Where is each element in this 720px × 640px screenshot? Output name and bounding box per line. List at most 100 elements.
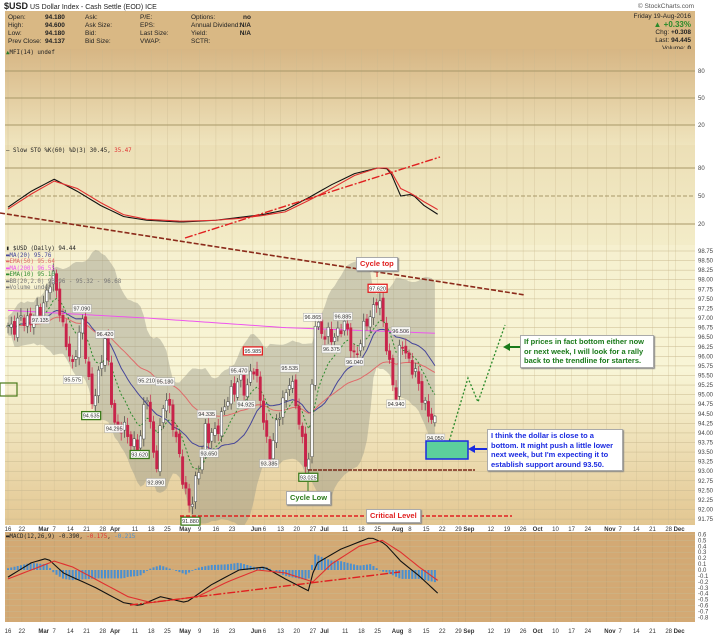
x-axis-tick-label: 22	[439, 527, 446, 533]
price-plot	[6, 249, 437, 525]
x-axis-month-label: Nov	[604, 527, 616, 533]
hist-value: -0.215	[114, 534, 136, 540]
candle-up	[368, 316, 372, 328]
critical-level-label: Critical Level	[366, 509, 421, 523]
price-label-box	[298, 472, 319, 482]
macd-histogram-bar	[291, 570, 294, 578]
x-axis-tick-label: 8	[408, 629, 412, 635]
x-axis-tick-label: 23	[229, 527, 236, 533]
price-label: 93.620	[131, 452, 148, 458]
price-label-box	[280, 363, 300, 373]
price-label-box	[30, 315, 51, 325]
macd-histogram-bar	[372, 565, 375, 570]
candle-down	[388, 350, 392, 360]
price-label-box	[196, 409, 217, 419]
price-label: 97.090	[74, 307, 91, 313]
macd-histogram-bar	[420, 570, 423, 580]
candle-down	[181, 456, 185, 485]
candle-down	[216, 425, 220, 434]
macd-histogram-bar	[201, 566, 204, 570]
price-label: 95.985	[244, 349, 261, 355]
macd-histogram-bar	[13, 566, 16, 570]
price-label: 94.635	[83, 414, 100, 420]
macd-histogram-bar	[36, 563, 39, 570]
macd-histogram-bar	[61, 570, 64, 579]
candle-up	[278, 417, 282, 420]
x-axis-tick-label: 22	[19, 629, 26, 635]
x-axis-tick-label: 12	[487, 629, 494, 635]
macd-histogram-bar	[404, 570, 407, 579]
macd-axis-label: 0.2	[698, 556, 707, 562]
macd-histogram-bar	[19, 565, 22, 570]
candle-down	[430, 413, 434, 420]
field-label: Ask Size:	[85, 22, 113, 29]
macd-histogram-bar	[42, 564, 45, 570]
field-label: Yield:	[191, 30, 208, 37]
price-label: 93.385	[261, 461, 278, 467]
price-axis-label: 94.75	[698, 402, 714, 408]
legend-item: ▬Volume undef	[6, 285, 121, 292]
x-axis-tick-label: 28	[665, 629, 672, 635]
x-axis-tick-label: 9	[198, 629, 202, 635]
candle-down	[61, 314, 65, 323]
price-label: 96.040	[346, 360, 363, 366]
macd-histogram-bar	[107, 570, 110, 579]
macd-axis-label: 0.1	[698, 562, 707, 568]
x-axis-tick-label: 14	[67, 527, 74, 533]
candle-up	[145, 400, 149, 403]
macd-axis-label: -0.6	[698, 604, 709, 610]
candle-down	[22, 317, 26, 326]
candle-up	[165, 400, 168, 412]
x-axis-month-label: Sep	[463, 629, 474, 635]
quote-date: Friday 19-Aug-2016	[633, 13, 691, 20]
x-axis-tick-label: 24	[584, 629, 591, 635]
x-axis-tick-label: 22	[19, 527, 26, 533]
candle-up	[236, 381, 240, 398]
candle-down	[297, 405, 301, 425]
candle-up	[287, 385, 291, 390]
candle-down	[177, 433, 181, 454]
macd-axis-label: -0.5	[698, 598, 709, 604]
candle-down	[352, 350, 356, 353]
candle-down	[300, 425, 304, 437]
candle-down	[417, 371, 421, 384]
candle-down	[152, 421, 155, 453]
macd-histogram-bar	[68, 570, 71, 580]
macd-histogram-bar	[417, 570, 420, 579]
x-axis-month-label: Mar	[38, 527, 49, 533]
x-axis-tick-label: 25	[164, 527, 171, 533]
chart-title: $USD US Dollar Index - Cash Settle (EOD)…	[4, 1, 157, 11]
price-axis-label: 96.00	[698, 354, 714, 360]
candle-down	[110, 362, 113, 405]
macd-histogram-bar	[217, 564, 220, 570]
x-axis-tick-label: 14	[67, 629, 74, 635]
x-axis-month-label: Dec	[674, 527, 686, 533]
macd-histogram-bar	[424, 570, 427, 581]
candle-down	[346, 323, 350, 330]
x-axis-tick-label: 11	[132, 527, 139, 533]
candle-down	[87, 361, 91, 377]
candle-up	[213, 428, 217, 436]
price-label: 96.506	[392, 329, 409, 335]
macd-line	[7, 537, 439, 606]
macd-legend: ▬MACD(12,26,9) -0.390, -0.175, -0.215	[6, 534, 136, 540]
macd-histogram-bar	[262, 566, 265, 570]
macd-histogram-bar	[204, 566, 207, 570]
legend-item: ▬BB(20,2.0) 93.96 - 95.32 - 96.68	[6, 279, 121, 286]
macd-axis-label: -0.2	[698, 580, 709, 586]
candle-up	[161, 408, 165, 423]
price-label: 96.885	[335, 314, 352, 320]
x-axis-tick-label: 21	[83, 527, 90, 533]
candle-down	[184, 482, 188, 489]
candle-up	[284, 392, 288, 401]
macd-histogram-bar	[49, 567, 52, 570]
x-axis-tick-label: 19	[504, 629, 511, 635]
macd-histogram-bar	[210, 564, 213, 570]
candle-up	[433, 415, 437, 423]
x-axis-tick-label: 25	[374, 527, 381, 533]
macd-trendline	[129, 571, 401, 606]
candle-up	[313, 325, 317, 386]
sto-title: Slow STO %K(60) %D(3)	[12, 148, 87, 154]
x-axis-month-label: Dec	[674, 629, 686, 635]
candle-up	[210, 432, 214, 442]
